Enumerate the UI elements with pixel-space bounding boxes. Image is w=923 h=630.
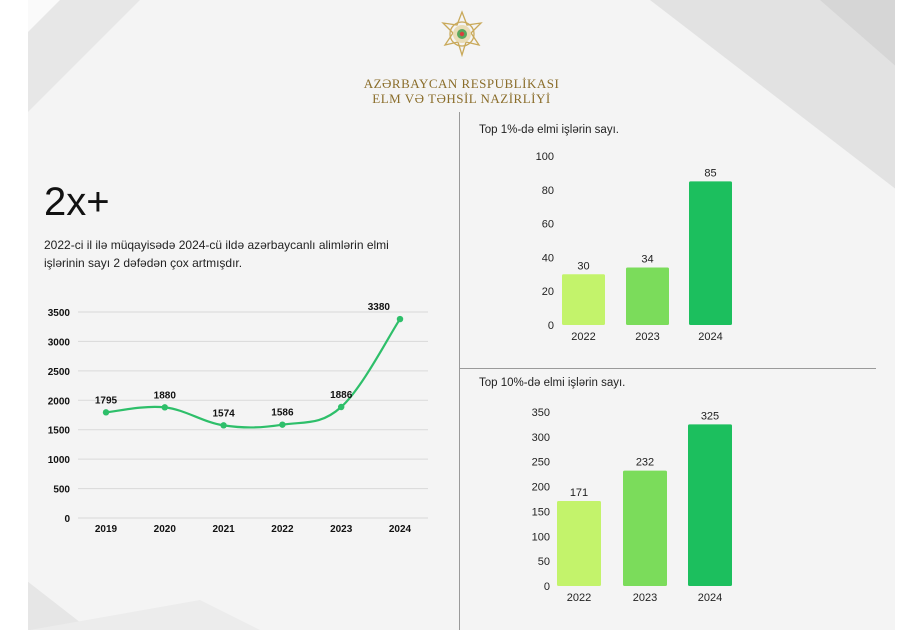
y-tick-label: 80 <box>542 185 554 197</box>
y-tick-label: 3000 <box>48 337 71 348</box>
data-point <box>338 403 345 411</box>
y-tick-label: 250 <box>532 457 550 469</box>
y-tick-label: 100 <box>536 151 554 163</box>
bar <box>688 424 732 586</box>
x-tick-label: 2022 <box>567 592 591 604</box>
data-point <box>220 422 227 429</box>
top10-chart-title: Top 10%-də elmi işlərin sayı. <box>479 377 626 389</box>
y-tick-label: 2000 <box>48 396 71 407</box>
horizontal-divider <box>460 368 876 369</box>
bar <box>689 181 732 325</box>
x-tick-label: 2024 <box>389 524 412 535</box>
y-tick-label: 150 <box>532 506 550 518</box>
data-label: 1880 <box>154 390 177 401</box>
y-tick-label: 350 <box>532 407 550 419</box>
y-tick-label: 1500 <box>48 426 71 437</box>
data-label: 232 <box>636 457 654 469</box>
y-tick-label: 2500 <box>48 367 71 378</box>
data-label: 30 <box>577 260 589 272</box>
bar <box>626 267 669 325</box>
data-label: 34 <box>641 254 653 266</box>
x-tick-label: 2024 <box>698 331 722 343</box>
y-tick-label: 300 <box>532 432 550 444</box>
data-point <box>161 404 168 411</box>
y-tick-label: 20 <box>542 286 554 298</box>
line-chart: 0 500 1000 1500 2000 2500 3000 3500 2019 2020 2021… <box>48 302 428 535</box>
x-tick-label: 2019 <box>95 524 118 535</box>
y-tick-label: 0 <box>548 320 554 332</box>
y-tick-label: 50 <box>538 556 550 568</box>
series-line <box>105 318 401 429</box>
x-tick-label: 2024 <box>698 592 722 604</box>
bar <box>562 274 605 325</box>
y-tick-label: 60 <box>542 219 554 231</box>
ministry-name-line2: ELM VƏ TƏHSİL NAZİRLİYİ <box>372 91 551 106</box>
x-tick-label: 2023 <box>635 331 659 343</box>
bar <box>623 470 667 586</box>
top10-bar-chart: 0 50 100 150 200 250 300 350 171 2022 232 2023 325 20… <box>532 407 732 604</box>
y-tick-label: 500 <box>53 485 70 496</box>
growth-description: 2022-ci il ilə müqayisədə 2024-cü ildə a… <box>44 238 389 270</box>
data-label: 171 <box>570 487 588 499</box>
data-point <box>279 421 286 428</box>
y-tick-label: 40 <box>542 252 554 264</box>
y-tick-label: 1000 <box>48 455 71 466</box>
y-tick-label: 200 <box>532 482 550 494</box>
state-emblem-icon <box>440 10 483 58</box>
top1-bar-chart: 0 20 40 60 80 100 30 2022 34 2023 85 2024 <box>536 151 732 343</box>
data-label: 85 <box>704 167 716 179</box>
bar <box>557 500 601 586</box>
x-tick-label: 2023 <box>633 592 657 604</box>
header: AZƏRBAYCAN RESPUBLİKASI ELM VƏ TƏHSİL NA… <box>0 8 923 106</box>
data-point <box>396 315 404 323</box>
y-tick-label: 3500 <box>48 308 71 319</box>
data-label: 3380 <box>368 302 391 313</box>
x-tick-label: 2023 <box>330 524 353 535</box>
growth-stat: 2x+ <box>44 180 110 224</box>
data-label: 1586 <box>271 408 294 419</box>
y-tick-label: 100 <box>532 531 550 543</box>
top1-chart-title: Top 1%-də elmi işlərin sayı. <box>479 124 619 136</box>
data-label: 1886 <box>330 390 353 401</box>
y-tick-label: 0 <box>544 581 550 593</box>
data-label: 1574 <box>212 408 235 419</box>
vertical-divider <box>459 112 460 630</box>
x-tick-label: 2021 <box>212 524 235 535</box>
x-tick-label: 2022 <box>271 524 294 535</box>
ministry-name-line1: AZƏRBAYCAN RESPUBLİKASI <box>363 76 560 91</box>
x-tick-label: 2022 <box>571 331 595 343</box>
data-label: 1795 <box>95 395 118 406</box>
y-tick-label: 0 <box>64 514 70 525</box>
data-point <box>102 409 110 416</box>
x-tick-label: 2020 <box>154 524 177 535</box>
data-label: 325 <box>701 410 719 422</box>
